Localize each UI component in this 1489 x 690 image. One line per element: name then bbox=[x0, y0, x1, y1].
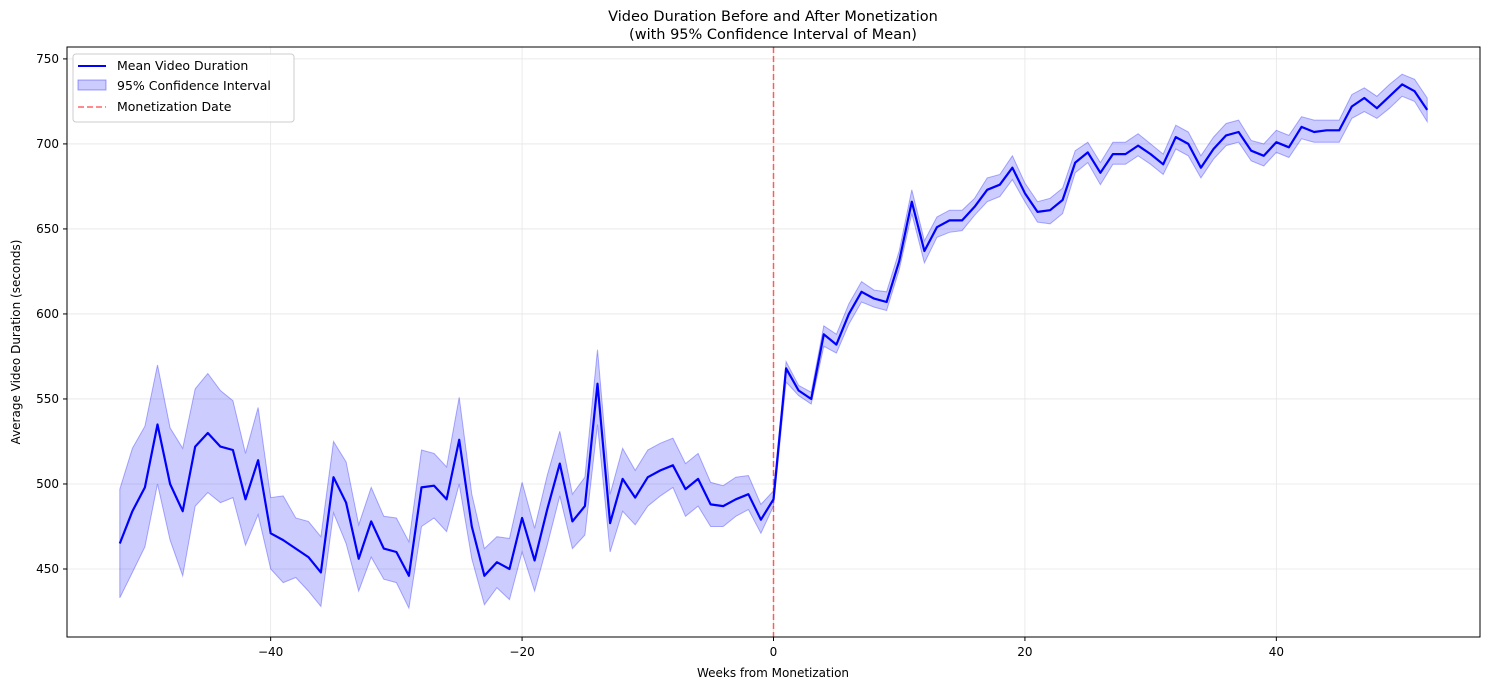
y-tick-label: 550 bbox=[36, 392, 59, 406]
y-tick-label: 650 bbox=[36, 222, 59, 236]
mean-duration-line bbox=[118, 83, 1429, 577]
y-axis-label: Average Video Duration (seconds) bbox=[9, 240, 23, 445]
x-tick-label: −20 bbox=[509, 645, 534, 659]
chart-title: Video Duration Before and After Monetiza… bbox=[608, 9, 938, 25]
legend: Mean Video Duration 95% Confidence Inter… bbox=[72, 53, 295, 123]
legend-band-swatch bbox=[77, 79, 107, 91]
legend-label-ci: 95% Confidence Interval bbox=[117, 78, 271, 93]
legend-label-mean: Mean Video Duration bbox=[117, 58, 248, 73]
x-tick-label: 40 bbox=[1269, 645, 1284, 659]
mean-line-layer bbox=[118, 83, 1429, 577]
y-tick-label: 450 bbox=[36, 562, 59, 576]
y-axis: 450 500 550 600 650 700 750 bbox=[36, 52, 67, 576]
x-axis: −40 −20 0 20 40 bbox=[258, 637, 1284, 659]
legend-frame bbox=[72, 53, 295, 123]
y-tick-label: 700 bbox=[36, 137, 59, 151]
y-tick-label: 600 bbox=[36, 307, 59, 321]
confidence-band-layer bbox=[119, 73, 1428, 610]
x-axis-label: Weeks from Monetization bbox=[697, 666, 849, 680]
x-tick-label: −40 bbox=[258, 645, 283, 659]
confidence-band bbox=[119, 73, 1428, 610]
x-tick-label: 20 bbox=[1017, 645, 1032, 659]
x-tick-label: 0 bbox=[770, 645, 778, 659]
y-tick-label: 750 bbox=[36, 52, 59, 66]
legend-label-monetization: Monetization Date bbox=[117, 99, 232, 114]
y-tick-label: 500 bbox=[36, 477, 59, 491]
chart-subtitle: (with 95% Confidence Interval of Mean) bbox=[629, 27, 917, 43]
